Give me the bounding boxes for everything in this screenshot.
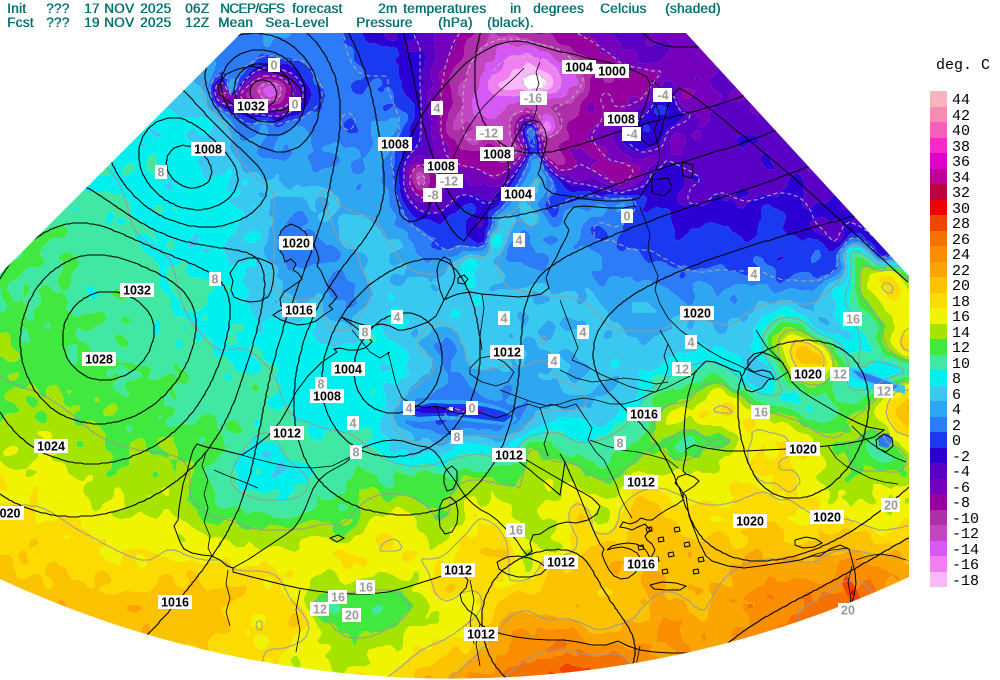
svg-text:1004: 1004 [565, 61, 593, 75]
svg-text:8: 8 [318, 378, 325, 392]
svg-text:16: 16 [331, 591, 345, 605]
svg-text:1012: 1012 [467, 628, 495, 642]
svg-text:12: 12 [313, 603, 327, 617]
svg-text:1016: 1016 [630, 408, 658, 422]
svg-text:1008: 1008 [381, 138, 409, 152]
svg-text:-12: -12 [480, 127, 498, 141]
svg-text:1012: 1012 [493, 346, 521, 360]
svg-text:1020: 1020 [813, 511, 841, 525]
svg-text:8: 8 [362, 326, 369, 340]
svg-text:-4: -4 [626, 128, 637, 142]
svg-text:12: 12 [675, 363, 689, 377]
svg-text:1012: 1012 [495, 449, 523, 463]
svg-text:8: 8 [158, 166, 165, 180]
svg-text:020: 020 [0, 507, 20, 521]
svg-text:1020: 1020 [736, 515, 764, 529]
svg-text:16: 16 [359, 581, 373, 595]
svg-text:1012: 1012 [547, 556, 575, 570]
svg-text:1020: 1020 [282, 237, 310, 251]
svg-text:8: 8 [212, 273, 219, 287]
svg-text:4: 4 [688, 336, 695, 350]
svg-text:4: 4 [394, 311, 401, 325]
svg-text:-8: -8 [427, 189, 438, 203]
svg-text:16: 16 [754, 406, 768, 420]
svg-text:-12: -12 [440, 175, 458, 189]
svg-text:1016: 1016 [627, 558, 655, 572]
svg-text:12: 12 [833, 368, 847, 382]
svg-text:8: 8 [454, 431, 461, 445]
svg-text:-4: -4 [657, 89, 668, 103]
svg-text:1012: 1012 [627, 476, 655, 490]
svg-text:1008: 1008 [427, 160, 455, 174]
svg-text:-16: -16 [524, 92, 542, 106]
svg-text:4: 4 [406, 402, 413, 416]
svg-text:0: 0 [292, 98, 299, 112]
svg-text:4: 4 [516, 234, 523, 248]
svg-text:1020: 1020 [794, 368, 822, 382]
svg-text:1032: 1032 [123, 284, 151, 298]
svg-text:20: 20 [345, 609, 359, 623]
svg-text:1008: 1008 [194, 143, 222, 157]
svg-text:0: 0 [469, 402, 476, 416]
svg-text:4: 4 [580, 326, 587, 340]
svg-text:16: 16 [509, 524, 523, 538]
svg-text:0: 0 [271, 59, 278, 73]
svg-text:8: 8 [617, 437, 624, 451]
svg-text:4: 4 [551, 355, 558, 369]
svg-text:1008: 1008 [483, 148, 511, 162]
svg-text:1020: 1020 [683, 307, 711, 321]
svg-text:1020: 1020 [789, 443, 817, 457]
svg-text:20: 20 [841, 604, 855, 618]
svg-text:1016: 1016 [161, 596, 189, 610]
svg-text:1032: 1032 [237, 100, 265, 114]
svg-text:1024: 1024 [37, 440, 65, 454]
svg-text:1008: 1008 [607, 113, 635, 127]
svg-text:12: 12 [877, 385, 891, 399]
svg-text:1004: 1004 [504, 188, 532, 202]
svg-text:4: 4 [434, 102, 441, 116]
svg-text:1008: 1008 [313, 390, 341, 404]
svg-text:1012: 1012 [444, 564, 472, 578]
svg-text:16: 16 [846, 313, 860, 327]
svg-text:4: 4 [350, 417, 357, 431]
svg-text:20: 20 [884, 499, 898, 513]
svg-text:1000: 1000 [598, 65, 626, 79]
svg-text:1004: 1004 [334, 363, 362, 377]
svg-text:1012: 1012 [273, 427, 301, 441]
svg-text:1016: 1016 [285, 304, 313, 318]
svg-text:8: 8 [353, 446, 360, 460]
svg-text:4: 4 [501, 312, 508, 326]
svg-text:4: 4 [751, 268, 758, 282]
svg-text:0: 0 [624, 210, 631, 224]
svg-text:1028: 1028 [85, 353, 113, 367]
